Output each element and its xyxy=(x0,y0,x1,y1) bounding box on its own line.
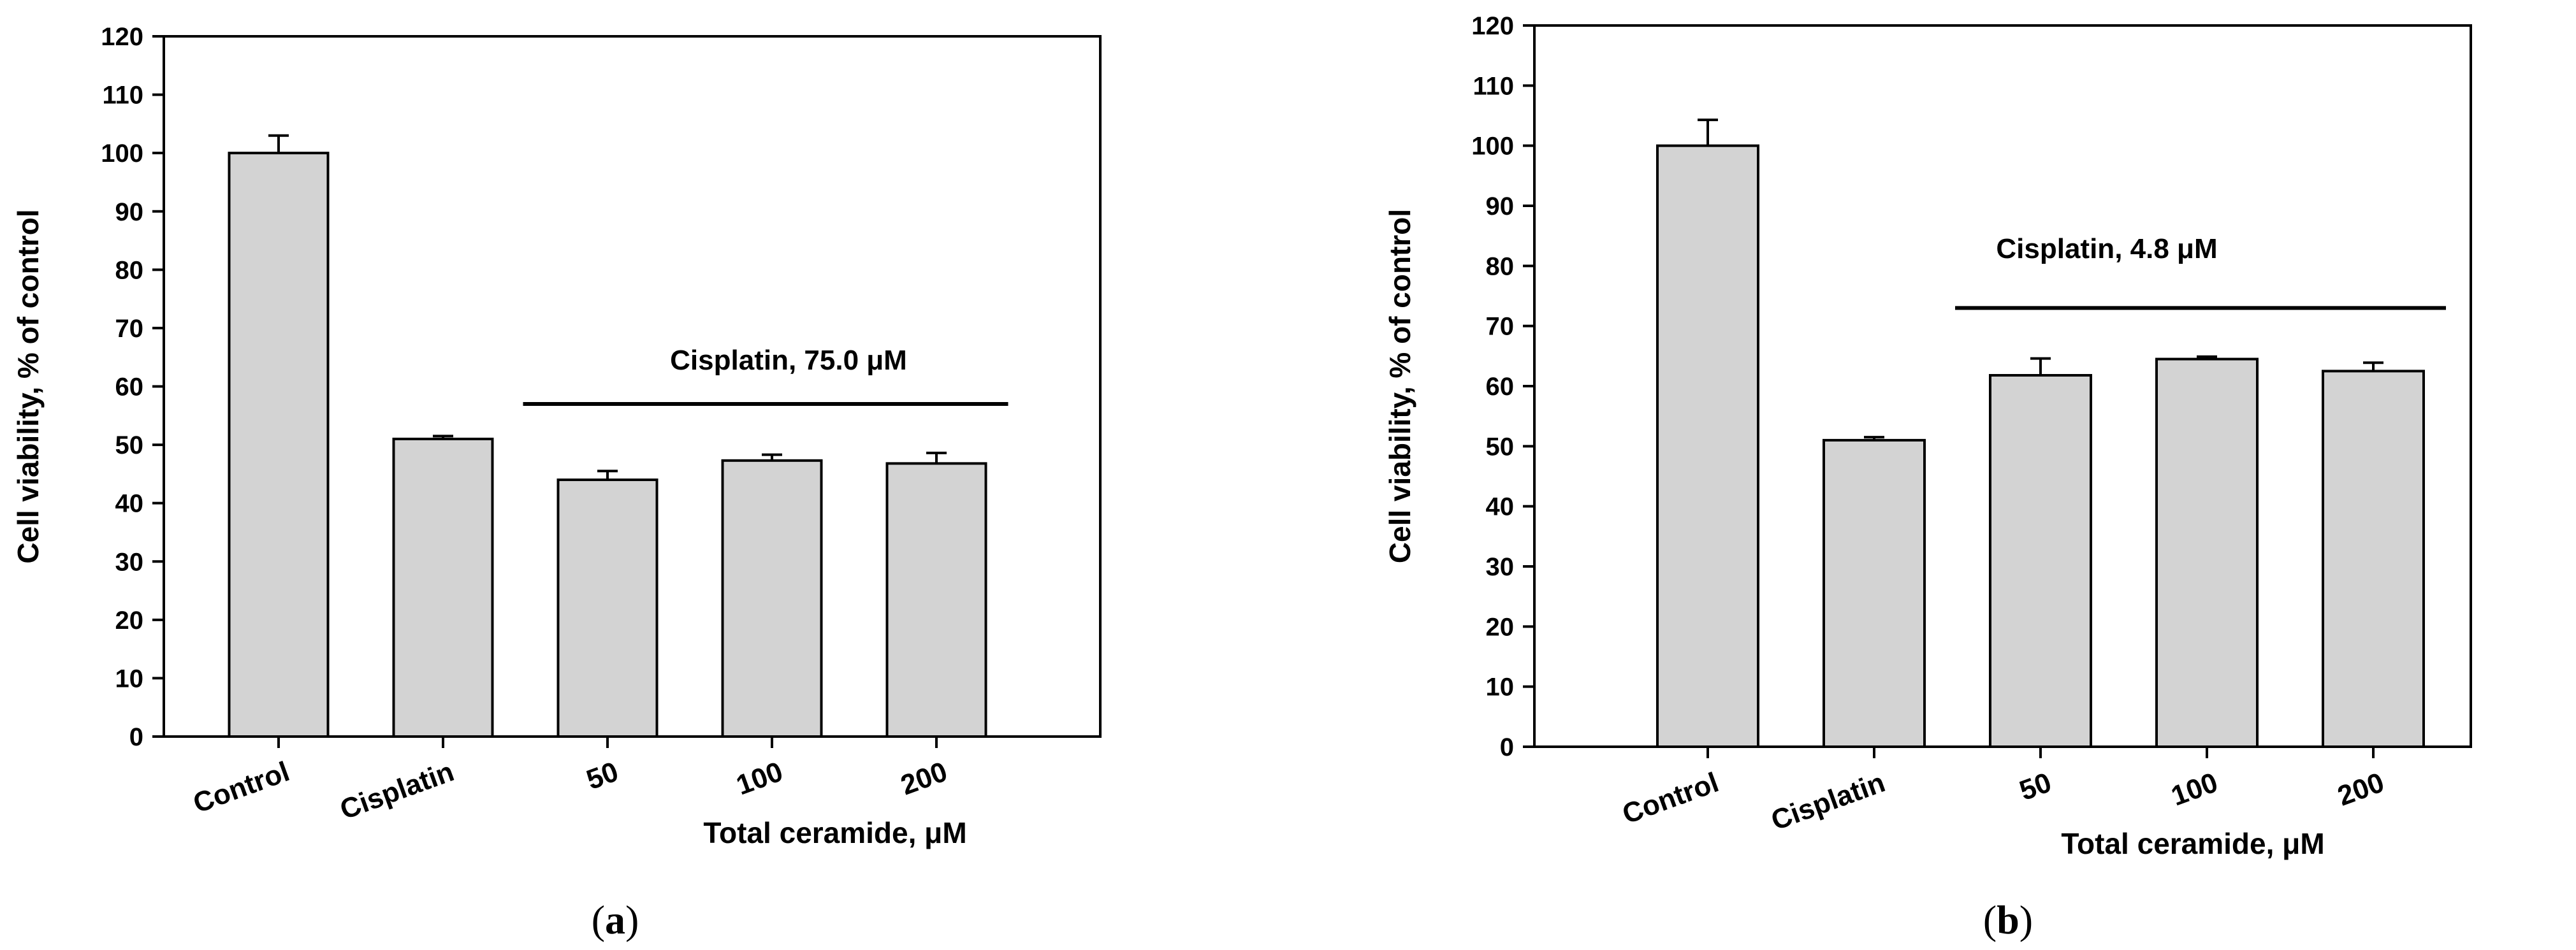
chart-a-y-tick-label: 50 xyxy=(115,431,144,459)
chart-panel-b: 0 10 20 30 40 50 60 70 80 90 100 110 120 Control Cispl… xyxy=(1383,12,2472,942)
chart-a-y-tick-label: 20 xyxy=(115,607,144,635)
chart-b-y-tick-label: 50 xyxy=(1486,433,1515,461)
chart-a-y-tick-label: 40 xyxy=(115,490,144,518)
chart-a-category-label: 50 xyxy=(583,756,623,796)
chart-a-panel-label-close: ) xyxy=(625,897,639,942)
chart-b-panel-label-letter: b xyxy=(1997,897,2019,942)
chart-a-panel-label-open: ( xyxy=(592,897,605,942)
chart-a-x-axis-label: Total ceramide, μM xyxy=(703,816,966,849)
chart-a-annotation-text: Cisplatin, 75.0 μM xyxy=(670,345,907,376)
chart-b-annotation-text: Cisplatin, 4.8 μM xyxy=(1996,233,2217,264)
chart-b-panel-label-close: ) xyxy=(2019,897,2033,942)
chart-a-y-tick-label: 100 xyxy=(101,140,143,168)
chart-b-y-tick-label: 0 xyxy=(1500,733,1514,761)
chart-b-category-label: Cisplatin xyxy=(1767,766,1889,837)
chart-b-bar xyxy=(2322,370,2425,748)
chart-a-y-tick-label: 60 xyxy=(115,373,144,401)
chart-b-bar xyxy=(1823,438,1926,749)
chart-b-y-tick-label: 70 xyxy=(1486,313,1515,341)
chart-b-category-label: 100 xyxy=(2167,766,2222,812)
chart-b-bar xyxy=(1989,374,2092,748)
chart-a-y-tick-label: 80 xyxy=(115,256,144,284)
chart-a-y-tick-label: 0 xyxy=(129,723,143,751)
chart-b-y-tick-label: 30 xyxy=(1486,553,1515,581)
chart-a-y-tick-label: 10 xyxy=(115,665,144,693)
chart-panel-a: 0 10 20 30 40 50 60 70 80 90 100 110 120 Control Cispl… xyxy=(11,23,1102,942)
chart-a-bar xyxy=(557,479,659,738)
chart-a-y-tick-label: 90 xyxy=(115,198,144,226)
chart-a-bar xyxy=(228,152,330,738)
chart-b-y-tick-label: 90 xyxy=(1486,192,1515,220)
chart-a-y-tick-label: 30 xyxy=(115,548,144,576)
chart-a-bar xyxy=(885,462,987,738)
chart-a-category-label: Control xyxy=(189,756,294,819)
chart-b-panel-label: (b) xyxy=(1983,897,2033,942)
chart-b-y-tick-label: 80 xyxy=(1486,252,1515,280)
chart-a-panel-label: (a) xyxy=(592,897,639,942)
chart-a-y-axis-label: Cell viability, % of control xyxy=(11,209,45,563)
chart-a-category-label: 100 xyxy=(732,756,787,801)
chart-a-category-label: Cisplatin xyxy=(336,756,458,826)
chart-a-y-tick-label: 120 xyxy=(101,23,143,51)
chart-a-bar xyxy=(721,459,823,738)
chart-b-category-label: 200 xyxy=(2334,766,2389,812)
chart-b-y-tick-label: 110 xyxy=(1473,72,1514,100)
chart-b-category-label: 50 xyxy=(2016,766,2056,807)
chart-b-bar xyxy=(1656,144,1759,748)
chart-a-category-label: 200 xyxy=(897,756,952,801)
chart-b-bar xyxy=(2155,357,2259,748)
chart-b-x-axis-label: Total ceramide, μM xyxy=(2061,827,2324,860)
chart-b-y-tick-label: 10 xyxy=(1486,673,1515,702)
chart-b-panel-label-open: ( xyxy=(1983,897,1997,942)
chart-a-panel-label-letter: a xyxy=(605,897,625,942)
chart-b-y-tick-label: 100 xyxy=(1471,133,1514,161)
chart-b-y-axis-label: Cell viability, % of control xyxy=(1383,209,1416,563)
chart-b-y-tick-label: 120 xyxy=(1471,12,1514,40)
chart-b-y-tick-label: 20 xyxy=(1486,613,1515,641)
chart-a-y-tick-label: 70 xyxy=(115,315,144,343)
chart-a-bar xyxy=(392,437,494,738)
chart-b-y-tick-label: 60 xyxy=(1486,373,1515,401)
chart-b-category-label: Control xyxy=(1619,766,1723,830)
chart-a-y-tick-label: 110 xyxy=(102,82,143,110)
chart-b-y-tick-label: 40 xyxy=(1486,493,1515,521)
